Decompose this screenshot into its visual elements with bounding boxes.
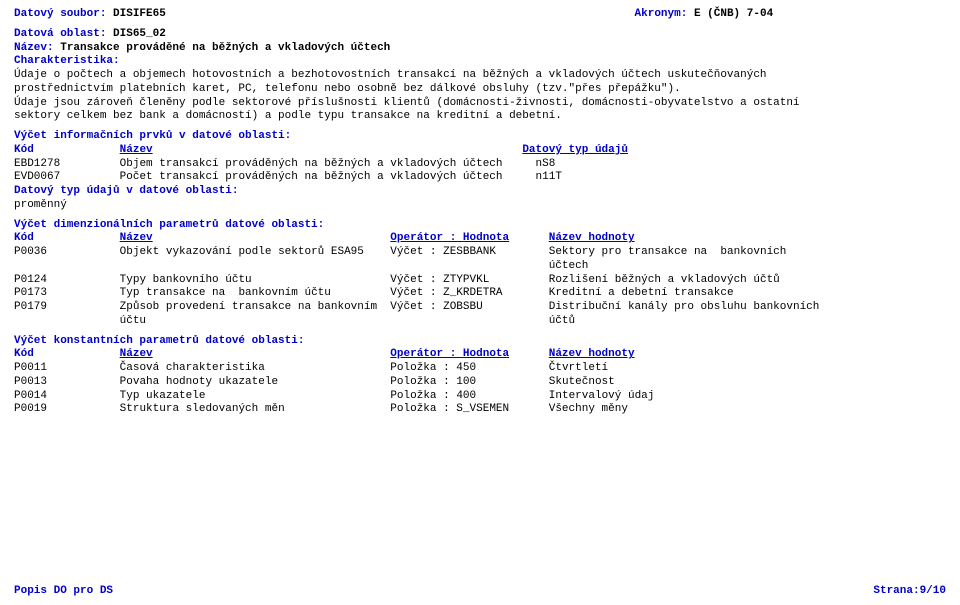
dim-row3: P0173 Typ transakce na bankovním účtu Vý…	[14, 287, 946, 301]
info-r1-name: Objem transakcí prováděných na běžných a…	[120, 158, 503, 170]
lbl-name: Název:	[14, 42, 60, 54]
heading-info-elems: Výčet informačních prvků v datové oblast…	[14, 130, 946, 144]
const-r2-name: Povaha hodnoty ukazatele	[120, 376, 278, 388]
charak-line3: Údaje jsou zároveň členěny podle sektoro…	[14, 97, 946, 111]
dim-r4-code: P0179	[14, 301, 47, 313]
dim-r4-op: Výčet : ZOBSBU	[390, 301, 482, 313]
const-r3-name: Typ ukazatele	[120, 390, 206, 402]
dim-r3-name: Typ transakce na bankovním účtu	[120, 287, 331, 299]
const-row3: P0014 Typ ukazatele Položka : 400 Interv…	[14, 390, 946, 404]
info-r2-code: EVD0067	[14, 171, 60, 183]
const-r2-op: Položka : 100	[390, 376, 476, 388]
info-hdr-name: Název	[120, 144, 153, 156]
const-r4-name: Struktura sledovaných měn	[120, 403, 285, 415]
dim-r4-name: Způsob provedení transakce na bankovním	[120, 301, 377, 313]
const-r2-code: P0013	[14, 376, 47, 388]
dim-r3-code: P0173	[14, 287, 47, 299]
charak-line4: sektory celkem bez bank a domácností) a …	[14, 110, 946, 124]
dim-r1-code: P0036	[14, 246, 47, 258]
dim-r2-code: P0124	[14, 274, 47, 286]
const-r3-code: P0014	[14, 390, 47, 402]
dim-r3-val: Kreditní a debetní transakce	[549, 287, 734, 299]
const-r1-code: P0011	[14, 362, 47, 374]
info-r2-name: Počet transakcí prováděných na běžných a…	[120, 171, 503, 183]
const-row1: P0011 Časová charakteristika Položka : 4…	[14, 362, 946, 376]
info-row2: EVD0067 Počet transakcí prováděných na b…	[14, 171, 946, 185]
dim-r2-name: Typy bankovního účtu	[120, 274, 252, 286]
dim-r1-val-cont: účtech	[549, 260, 589, 272]
dim-row1b: účtech	[14, 260, 946, 274]
info-hdr-code: Kód	[14, 144, 34, 156]
dim-hdr-code: Kód	[14, 232, 34, 244]
info-r2-type: n11T	[536, 171, 562, 183]
row-area: Datová oblast: DIS65_02	[14, 28, 946, 42]
info-row1: EBD1278 Objem transakcí prováděných na b…	[14, 158, 946, 172]
val-name: Transakce prováděné na běžných a vkladov…	[60, 42, 390, 54]
dim-hdr-valname: Název hodnoty	[549, 232, 635, 244]
const-r1-val: Čtvrtletí	[549, 362, 608, 374]
dim-hdr-op: Operátor : Hodnota	[390, 232, 509, 244]
const-r3-op: Položka : 400	[390, 390, 476, 402]
dim-row4: P0179 Způsob provedení transakce na bank…	[14, 301, 946, 315]
const-row2: P0013 Povaha hodnoty ukazatele Položka :…	[14, 376, 946, 390]
dim-row4b: účtu účtů	[14, 315, 946, 329]
info-dt-label: Datový typ údajů v datové oblasti:	[14, 185, 946, 199]
const-hdr: Kód Název Operátor : Hodnota Název hodno…	[14, 348, 946, 362]
row-name: Název: Transakce prováděné na běžných a …	[14, 42, 946, 56]
dim-r3-op: Výčet : Z_KRDETRA	[390, 287, 502, 299]
info-r1-type: nS8	[536, 158, 556, 170]
const-r4-val: Všechny měny	[549, 403, 628, 415]
info-r1-code: EBD1278	[14, 158, 60, 170]
dim-r4-val-cont: účtů	[549, 315, 575, 327]
val-area: DIS65_02	[113, 28, 166, 40]
const-r4-op: Položka : S_VSEMEN	[390, 403, 509, 415]
const-r4-code: P0019	[14, 403, 47, 415]
val-dat-soubor: DISIFE65	[113, 8, 166, 20]
const-r1-name: Časová charakteristika	[120, 362, 265, 374]
const-hdr-code: Kód	[14, 348, 34, 360]
footer-left: Popis DO pro DS	[14, 585, 113, 599]
dim-row2: P0124 Typy bankovního účtu Výčet : ZTYPV…	[14, 274, 946, 288]
heading-const-params: Výčet konstantních parametrů datové obla…	[14, 335, 946, 349]
info-hdr-type: Datový typ údajů	[522, 144, 628, 156]
heading-charak: Charakteristika:	[14, 55, 946, 69]
const-hdr-valname: Název hodnoty	[549, 348, 635, 360]
heading-dim-params: Výčet dimenzionálních parametrů datové o…	[14, 219, 946, 233]
info-dt-value: proměnný	[14, 199, 946, 213]
const-r2-val: Skutečnost	[549, 376, 615, 388]
dim-r4-name-cont: účtu	[120, 315, 146, 327]
dim-r1-val: Sektory pro transakce na bankovních	[549, 246, 787, 258]
const-r3-val: Intervalový údaj	[549, 390, 655, 402]
header-top-row: Datový soubor: DISIFE65 Akronym: E (ČNB)…	[14, 8, 946, 22]
charak-line2: prostřednictvím platebních karet, PC, te…	[14, 83, 946, 97]
dim-row1: P0036 Objekt vykazování podle sektorů ES…	[14, 246, 946, 260]
dim-hdr: Kód Název Operátor : Hodnota Název hodno…	[14, 232, 946, 246]
dim-r1-name: Objekt vykazování podle sektorů ESA95	[120, 246, 364, 258]
dim-r2-val: Rozlišení běžných a vkladových účtů	[549, 274, 780, 286]
const-hdr-name: Název	[120, 348, 153, 360]
val-akronym: E (ČNB) 7-04	[694, 8, 773, 20]
const-r1-op: Položka : 450	[390, 362, 476, 374]
lbl-dat-soubor: Datový soubor:	[14, 8, 113, 20]
footer-right: Strana:9/10	[873, 585, 946, 599]
dim-r1-op: Výčet : ZESBBANK	[390, 246, 496, 258]
page-root: Datový soubor: DISIFE65 Akronym: E (ČNB)…	[0, 0, 960, 605]
const-hdr-op: Operátor : Hodnota	[390, 348, 509, 360]
dim-r2-op: Výčet : ZTYPVKL	[390, 274, 489, 286]
dim-r4-val: Distribuční kanály pro obsluhu bankovníc…	[549, 301, 820, 313]
dim-hdr-name: Název	[120, 232, 153, 244]
info-hdr: Kód Název Datový typ údajů	[14, 144, 946, 158]
footer: Popis DO pro DS Strana:9/10	[14, 585, 946, 599]
lbl-akronym: Akronym:	[635, 8, 694, 20]
const-row4: P0019 Struktura sledovaných měn Položka …	[14, 403, 946, 417]
lbl-area: Datová oblast:	[14, 28, 113, 40]
charak-line1: Údaje o počtech a objemech hotovostních …	[14, 69, 946, 83]
